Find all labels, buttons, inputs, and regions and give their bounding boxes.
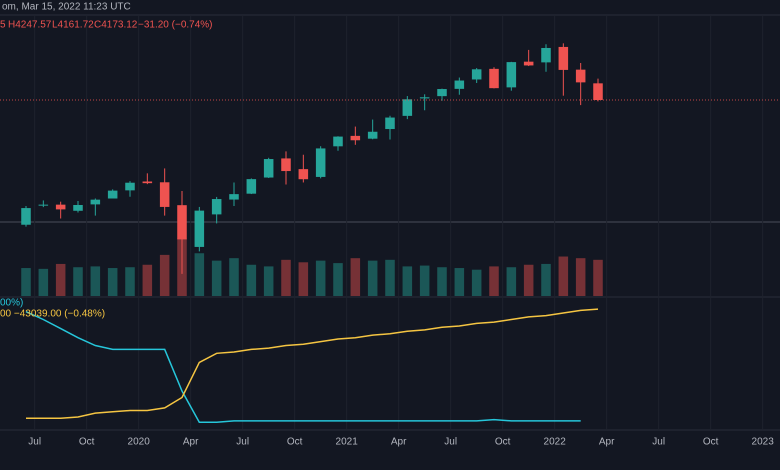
volume-bar [471,269,482,296]
candle-body [90,199,101,205]
volume-bar [558,256,569,296]
candle-body [385,117,395,130]
x-tick-label: Jul [236,437,249,448]
candle-body [159,182,170,207]
x-tick-label: Oct [287,437,303,448]
header-open: 5 [0,20,6,31]
header-change: −31.20 (−0.74%) [138,20,213,31]
volume-bar [55,263,66,296]
volume-bar [385,259,395,296]
candle-body [246,179,257,194]
candle-body [506,62,517,88]
indicator-line [26,308,599,420]
volume-bar [489,266,499,296]
candle-body [73,205,83,211]
volume-bar [437,267,447,296]
volume-bar [125,267,135,296]
x-tick-label: Jul [28,437,41,448]
x-tick-label: Oct [79,437,95,448]
candle-body [575,69,586,83]
candle-body [402,99,413,116]
volume-bar [246,264,257,296]
volume-bar [73,267,83,296]
candle-body [350,135,361,141]
x-tick-label: Jul [652,437,665,448]
candle-body [263,159,274,178]
x-tick-label: Apr [391,437,407,448]
volume-bar [541,263,551,296]
volume-bar [298,262,309,296]
volume-bar [593,259,603,296]
candle-body [437,89,447,97]
volume-bar [107,268,118,296]
candle-body [523,61,534,66]
marks [0,43,780,423]
header-low: L4161.72 [52,20,94,31]
volume-bar [523,264,534,296]
volume-bar [402,266,413,296]
volume-bar [454,268,465,296]
volume-bar [575,258,586,296]
volume-bar [263,266,274,296]
candle-body [489,68,499,89]
candle-body [125,182,135,191]
volume-bar [333,263,343,296]
volume-bar [350,258,361,296]
x-tick-label: 2023 [752,437,775,448]
candle-body [541,47,551,63]
volume-bar [419,265,430,296]
candle-body [38,204,49,206]
legend-entry: 00 −43039.00 (−0.48%) [0,309,105,320]
candle-body [211,199,222,215]
candle-body [21,208,31,225]
x-tick-label: 2020 [128,437,151,448]
x-tick-label: Apr [183,437,199,448]
candle-body [454,80,465,89]
candle-body [367,131,378,139]
candle-body [298,169,309,180]
volume-bar [142,264,153,296]
candle-body [333,136,343,147]
x-tick-label: Oct [703,437,719,448]
grid [34,15,764,430]
candle-body [471,69,482,80]
candle-body [419,97,430,99]
volume-bar [229,258,239,296]
volume-bar [211,260,222,296]
candle-body [177,205,187,240]
header-close: C4173.12 [94,20,138,31]
volume-bar [367,260,378,296]
volume-bar [315,260,326,296]
x-tick-label: Oct [495,437,511,448]
candle-body [142,181,153,184]
x-tick-label: Apr [599,437,615,448]
header-symbol: om, Mar 15, 2022 11:23 UTC [2,2,131,13]
volume-bar [281,259,291,296]
candle-body [281,158,291,172]
volume-bar [159,254,170,296]
candle-body [593,83,603,100]
volume-bar [194,253,205,296]
volume-bar [38,268,49,296]
candle-body [558,46,569,70]
candle-body [194,210,205,247]
x-tick-label: Jul [444,437,457,448]
volume-bar [21,268,31,296]
header-high: H4247.57 [8,20,52,31]
candle-body [55,204,66,210]
legend-entry: 00%) [0,298,23,309]
volume-bar [506,267,517,296]
candle-body [229,194,239,200]
x-tick-label: 2022 [544,437,567,448]
x-tick-label: 2021 [336,437,359,448]
candle-body [315,148,326,177]
indicator-line [25,311,581,423]
volume-bar [90,266,101,296]
candle-body [107,190,118,199]
